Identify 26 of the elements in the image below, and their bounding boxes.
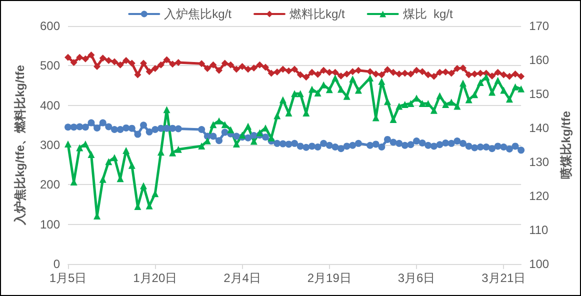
y-tick-label: 0	[53, 257, 60, 271]
y-tick-label: 500	[40, 58, 60, 73]
y-tick-label: 400	[40, 98, 60, 112]
y2-tick-label: 120	[529, 189, 550, 203]
y2-tick-label: 100	[529, 257, 550, 271]
y2-tick-label: 160	[529, 53, 550, 67]
y2-tick-label: 140	[529, 121, 550, 135]
y-tick-label: 600	[40, 19, 60, 33]
x-tick-label: 3月6日	[398, 271, 436, 285]
y2-tick-label: 110	[529, 223, 549, 237]
y-tick-label: 300	[40, 138, 60, 152]
y-tick-label: 200	[40, 178, 60, 192]
legend-label: 燃料比kg/t	[289, 7, 346, 21]
y-axis-title: 入炉焦比kg/tfe、燃料比kg/tfe	[13, 64, 27, 226]
y2-tick-label: 150	[529, 87, 550, 101]
x-tick-label: 3月21日	[482, 271, 526, 285]
legend-label: 入炉焦比kg/t	[164, 7, 232, 21]
y2-tick-label: 170	[529, 19, 550, 33]
legend-label: 煤比 kg/t	[402, 7, 454, 21]
x-tick-label: 2月4日	[224, 271, 261, 285]
x-tick-label: 1月20日	[133, 271, 178, 285]
y-tick-label: 100	[40, 217, 60, 232]
x-tick-label: 1月5日	[49, 271, 87, 285]
y2-axis-title: 喷煤比kg/tfe	[559, 110, 573, 180]
y2-tick-label: 130	[529, 155, 550, 169]
x-tick-label: 2月19日	[307, 271, 352, 285]
